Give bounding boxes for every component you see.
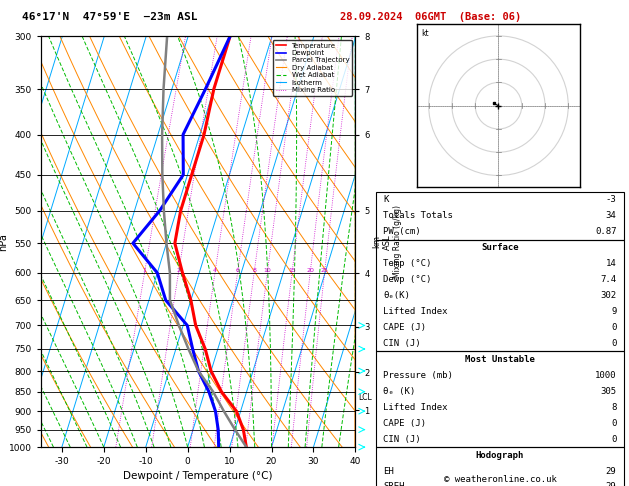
Text: 8: 8 bbox=[611, 403, 616, 412]
Text: 1000: 1000 bbox=[595, 371, 616, 380]
Text: 305: 305 bbox=[601, 387, 616, 396]
Text: Hodograph: Hodograph bbox=[476, 451, 524, 460]
Legend: Temperature, Dewpoint, Parcel Trajectory, Dry Adiabat, Wet Adiabat, Isotherm, Mi: Temperature, Dewpoint, Parcel Trajectory… bbox=[273, 40, 352, 96]
Text: Most Unstable: Most Unstable bbox=[465, 355, 535, 364]
Text: 2: 2 bbox=[177, 268, 181, 273]
Text: 0: 0 bbox=[611, 323, 616, 332]
Text: hPa: hPa bbox=[0, 233, 8, 251]
Text: CIN (J): CIN (J) bbox=[383, 434, 421, 444]
Text: Temp (°C): Temp (°C) bbox=[383, 259, 431, 268]
Text: 0: 0 bbox=[611, 339, 616, 348]
Text: K: K bbox=[383, 195, 388, 205]
Text: Totals Totals: Totals Totals bbox=[383, 211, 453, 220]
Text: 6: 6 bbox=[236, 268, 240, 273]
Text: 14: 14 bbox=[606, 259, 616, 268]
Bar bbox=[376, 192, 624, 240]
X-axis label: Dewpoint / Temperature (°C): Dewpoint / Temperature (°C) bbox=[123, 471, 273, 482]
Text: LCL: LCL bbox=[359, 393, 372, 402]
Y-axis label: km
ASL: km ASL bbox=[372, 234, 392, 250]
Text: CAPE (J): CAPE (J) bbox=[383, 419, 426, 428]
Text: 46°17'N  47°59'E  −23m ASL: 46°17'N 47°59'E −23m ASL bbox=[22, 12, 198, 22]
Text: 302: 302 bbox=[601, 291, 616, 300]
Text: 9: 9 bbox=[611, 307, 616, 316]
Text: 34: 34 bbox=[606, 211, 616, 220]
Text: 7.4: 7.4 bbox=[601, 275, 616, 284]
Text: 0.87: 0.87 bbox=[595, 227, 616, 236]
Text: PW (cm): PW (cm) bbox=[383, 227, 421, 236]
Text: 29: 29 bbox=[606, 467, 616, 475]
Text: Lifted Index: Lifted Index bbox=[383, 307, 447, 316]
Text: θₑ (K): θₑ (K) bbox=[383, 387, 415, 396]
Text: 8: 8 bbox=[252, 268, 256, 273]
Text: 1: 1 bbox=[143, 268, 147, 273]
Bar bbox=[376, 240, 624, 351]
Text: 4: 4 bbox=[213, 268, 217, 273]
Text: kt: kt bbox=[421, 29, 430, 38]
Text: 29: 29 bbox=[606, 483, 616, 486]
Text: 10: 10 bbox=[264, 268, 271, 273]
Text: © weatheronline.co.uk: © weatheronline.co.uk bbox=[443, 474, 557, 484]
Text: 0: 0 bbox=[611, 419, 616, 428]
Text: Surface: Surface bbox=[481, 243, 518, 252]
Text: -3: -3 bbox=[606, 195, 616, 205]
Text: Mixing Ratio (g/kg): Mixing Ratio (g/kg) bbox=[393, 205, 402, 278]
Text: 15: 15 bbox=[288, 268, 296, 273]
Bar bbox=[376, 447, 624, 486]
Text: CIN (J): CIN (J) bbox=[383, 339, 421, 348]
Text: CAPE (J): CAPE (J) bbox=[383, 323, 426, 332]
Text: Dewp (°C): Dewp (°C) bbox=[383, 275, 431, 284]
Text: 25: 25 bbox=[321, 268, 328, 273]
Bar bbox=[376, 351, 624, 447]
Text: Lifted Index: Lifted Index bbox=[383, 403, 447, 412]
Text: Pressure (mb): Pressure (mb) bbox=[383, 371, 453, 380]
Text: 20: 20 bbox=[306, 268, 314, 273]
Text: SREH: SREH bbox=[383, 483, 404, 486]
Text: 28.09.2024  06GMT  (Base: 06): 28.09.2024 06GMT (Base: 06) bbox=[340, 12, 521, 22]
Text: EH: EH bbox=[383, 467, 394, 475]
Text: 0: 0 bbox=[611, 434, 616, 444]
Text: θₑ(K): θₑ(K) bbox=[383, 291, 410, 300]
